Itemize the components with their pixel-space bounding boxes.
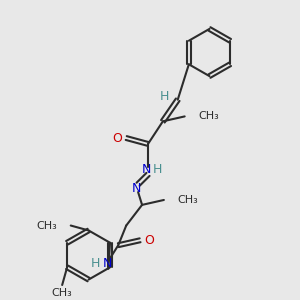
Text: H: H bbox=[153, 163, 163, 176]
Text: CH₃: CH₃ bbox=[199, 111, 219, 122]
Text: H: H bbox=[160, 90, 170, 103]
Text: N: N bbox=[141, 163, 151, 176]
Text: CH₃: CH₃ bbox=[36, 220, 57, 230]
Text: N: N bbox=[131, 182, 141, 195]
Text: CH₃: CH₃ bbox=[52, 288, 73, 298]
Text: N: N bbox=[103, 257, 112, 270]
Text: O: O bbox=[144, 234, 154, 247]
Text: CH₃: CH₃ bbox=[178, 195, 199, 205]
Text: H: H bbox=[91, 257, 100, 270]
Text: O: O bbox=[112, 131, 122, 145]
